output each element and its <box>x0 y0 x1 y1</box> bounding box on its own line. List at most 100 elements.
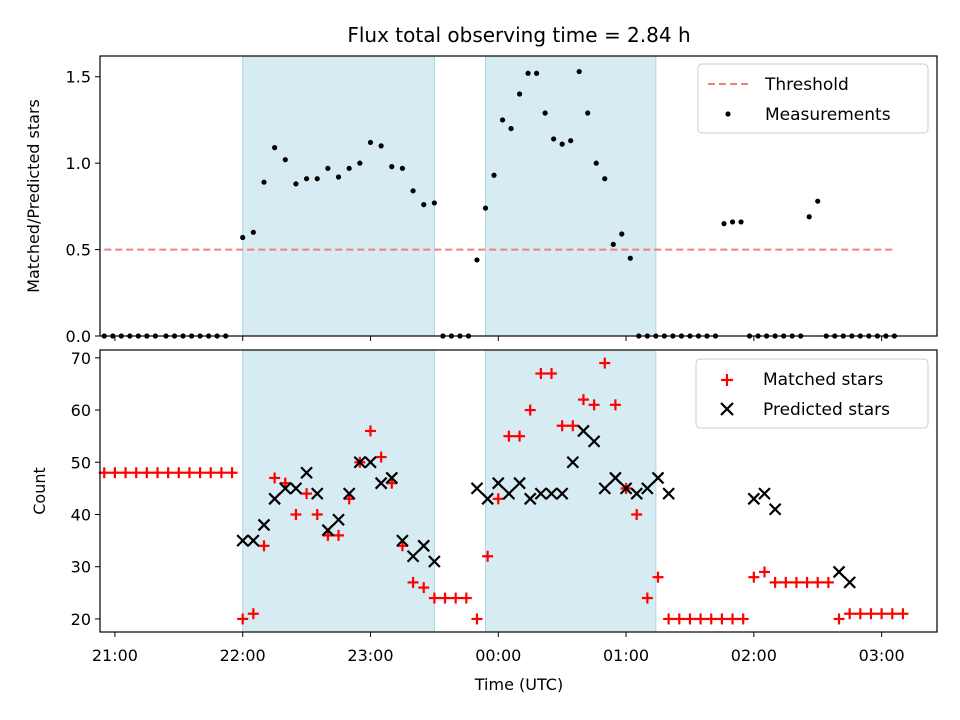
measurement-point <box>399 165 406 171</box>
bottom-x-ticks: 21:00 22:00 23:00 00:00 01:00 02:00 03:00 <box>92 632 905 665</box>
matched-star-point <box>226 467 238 479</box>
top-y-ticks: 0.0 0.5 1.0 1.5 <box>66 68 100 346</box>
matched-star-point <box>833 613 845 625</box>
predicted-star-point <box>385 471 399 485</box>
predicted-star-point <box>247 534 260 547</box>
matched-star-point <box>695 613 707 625</box>
shaded-interval <box>242 349 435 633</box>
measurement-point <box>378 143 384 149</box>
measurement-point <box>525 70 531 76</box>
bottom-x-axis-label: Time (UTC) <box>474 675 563 694</box>
matched-star-point <box>663 613 675 625</box>
matched-star-point <box>790 576 802 588</box>
y-tick-label: 0.0 <box>66 327 91 346</box>
measurement-point <box>738 219 744 225</box>
matched-star-point <box>748 571 760 583</box>
measurement-point <box>534 70 540 76</box>
matched-star-point <box>812 576 824 588</box>
matched-star-point <box>141 467 153 479</box>
matched-star-point <box>290 509 302 520</box>
matched-star-point <box>471 613 483 625</box>
top-shaded-intervals <box>242 55 657 337</box>
x-tick-label: 21:00 <box>92 646 138 665</box>
matched-star-point <box>588 399 600 411</box>
matched-star-point <box>364 425 376 437</box>
predicted-star-point <box>310 487 324 500</box>
predicted-star-point <box>428 555 441 568</box>
predicted-star-point <box>342 487 356 500</box>
measurement-point <box>240 234 246 241</box>
y-tick-label: 60 <box>71 401 91 420</box>
measurement-point <box>431 200 437 206</box>
shaded-interval <box>484 55 657 337</box>
matched-star-point <box>162 467 174 479</box>
predicted-star-point <box>268 492 281 506</box>
matched-star-point <box>577 394 589 406</box>
x-tick-label: 03:00 <box>859 646 905 665</box>
matched-star-point <box>631 509 643 520</box>
matched-star-point <box>609 399 621 411</box>
matched-star-point <box>727 613 739 625</box>
measurement-point <box>516 91 523 97</box>
predicted-star-point <box>289 482 303 495</box>
matched-star-point <box>524 404 536 416</box>
x-tick-label: 02:00 <box>731 646 777 665</box>
matched-star-point <box>769 576 781 588</box>
chart-title: Flux total observing time = 2.84 h <box>347 23 690 47</box>
predicted-star-point <box>300 466 313 480</box>
measurement-point <box>729 219 736 225</box>
legend-measurements-swatch <box>725 111 731 117</box>
measurement-point <box>610 241 616 247</box>
measurement-point <box>335 174 342 180</box>
matched-star-point <box>684 613 696 625</box>
predicted-star-point <box>587 435 601 448</box>
predicted-star-point <box>417 539 431 553</box>
predicted-star-point <box>279 482 292 495</box>
predicted-star-point <box>396 534 409 547</box>
predicted-star-point <box>843 576 856 589</box>
top-y-axis-label: Matched/Predicted stars <box>24 99 43 293</box>
legend-matched-swatch <box>721 374 733 386</box>
predicted-star-point <box>641 482 654 495</box>
measurement-point <box>261 179 267 185</box>
predicted-star-point <box>374 476 388 490</box>
legend-measurements-label: Measurements <box>765 105 891 125</box>
measurement-point <box>389 164 395 170</box>
measurement-point <box>482 205 489 211</box>
measurement-point <box>303 176 310 182</box>
top-x-ticks <box>114 336 883 341</box>
matched-star-point <box>301 488 313 500</box>
matched-star-point <box>418 582 430 594</box>
y-tick-label: 0.5 <box>66 241 91 260</box>
matched-star-point <box>269 472 281 484</box>
predicted-star-point <box>619 482 633 495</box>
measurement-point <box>602 176 608 182</box>
measurement-point <box>551 136 557 142</box>
measurement-point <box>508 125 514 132</box>
y-tick-label: 30 <box>71 558 91 577</box>
matched-star-point <box>599 357 611 369</box>
bottom-legend: Matched stars Predicted stars <box>695 358 929 429</box>
measurement-point <box>568 138 574 144</box>
predicted-star-point <box>491 476 505 490</box>
predicted-star-point <box>747 492 761 506</box>
matched-star-point <box>535 368 547 379</box>
x-tick-label: 22:00 <box>220 646 266 665</box>
bottom-plot-frame <box>99 349 938 633</box>
legend-predicted-swatch <box>720 402 734 416</box>
measurement-point <box>293 181 299 187</box>
measurement-point <box>367 139 374 146</box>
measurement-point <box>619 231 625 237</box>
predicted-star-point <box>406 549 420 563</box>
measurement-point <box>410 188 416 194</box>
predicted-stars-layer <box>236 424 856 589</box>
measurement-point <box>314 176 320 182</box>
measurement-point <box>627 255 633 261</box>
matched-star-point <box>716 613 728 625</box>
predicted-star-point <box>651 471 665 485</box>
y-tick-label: 70 <box>71 349 91 368</box>
x-tick-label: 01:00 <box>603 646 649 665</box>
y-tick-label: 40 <box>71 506 91 525</box>
matched-star-point <box>503 430 515 442</box>
